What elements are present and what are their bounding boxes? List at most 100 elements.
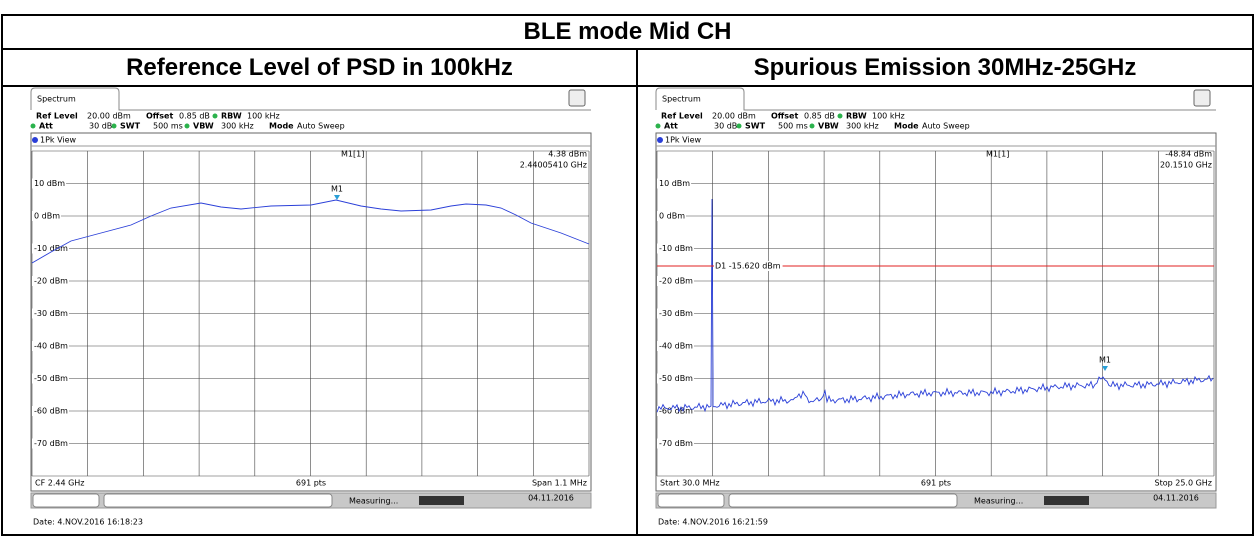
label-bg: [657, 373, 694, 384]
status-box: [657, 493, 725, 508]
setting: VBW: [193, 122, 214, 131]
y-axis-label: -10 dBm: [34, 244, 68, 253]
heading: Reference Level of PSD in 100kHz: [1, 48, 638, 87]
marker-name: M1[1]: [986, 150, 1009, 159]
marker-tag: M1: [331, 185, 343, 194]
y-axis-label: -20 dBm: [34, 277, 68, 286]
progress: [419, 496, 464, 505]
plot-frame: [655, 132, 1217, 492]
label-bg: [32, 308, 69, 319]
marker-freq: 2.44005410 GHz: [520, 161, 587, 170]
y-axis-label: -10 dBm: [659, 244, 693, 253]
setting: 30 dB: [89, 122, 112, 131]
setting: 500 ms: [153, 122, 183, 131]
indicator: [655, 123, 661, 129]
y-axis-label: -70 dBm: [34, 439, 68, 448]
display-line-label: D1 -15.620 dBm: [715, 262, 781, 271]
footer-left: Start 30.0 MHz: [660, 479, 720, 488]
label-bg: [657, 308, 694, 319]
setting: Auto Sweep: [922, 122, 970, 131]
y-axis-label: -50 dBm: [34, 374, 68, 383]
setting: Mode: [894, 122, 919, 131]
label-bg: [657, 211, 686, 221]
tab-label: Spectrum: [662, 95, 701, 104]
setting: SWT: [120, 122, 141, 131]
spectrum-screen: Spectrum Ref Level 20.00 dBm Offset 0.85 dB R…: [655, 87, 1217, 527]
screen: Spectrum Ref Level 20.00 dBm Offset 0.85 dB R…: [30, 87, 592, 527]
view-label: 1Pk View: [665, 136, 702, 145]
screen: Spectrum Ref Level 20.00 dBm Offset 0.85 dB R…: [655, 87, 1217, 527]
label-bg: [657, 178, 692, 189]
status-box: [32, 493, 100, 508]
view-dot: [657, 137, 663, 143]
setting: Ref Level: [661, 112, 703, 121]
progress: [1044, 496, 1089, 505]
setting: Att: [39, 122, 53, 131]
y-axis-label: -20 dBm: [659, 277, 693, 286]
indicator: [111, 123, 117, 129]
capture-date: Date: 4.NOV.2016 16:18:23: [33, 518, 143, 527]
label-bg: [657, 243, 694, 254]
status-box: [103, 493, 333, 508]
y-axis-label: -40 dBm: [659, 342, 693, 351]
setting: 100 kHz: [872, 112, 905, 121]
y-axis-label: -60 dBm: [659, 407, 693, 416]
label-bg: [32, 341, 69, 351]
footer-left: CF 2.44 GHz: [35, 479, 85, 488]
setting: 0.85 dB: [804, 112, 835, 121]
marker: [334, 195, 340, 200]
icon: [568, 89, 586, 107]
y-axis-label: 10 dBm: [659, 179, 690, 188]
setting: 100 kHz: [247, 112, 280, 121]
indicator: [736, 123, 742, 129]
label-bg: [32, 211, 61, 221]
indicator: [809, 123, 815, 129]
y-axis-label: 0 dBm: [659, 212, 685, 221]
status-date: 04.11.2016: [528, 494, 574, 503]
y-axis-label: -50 dBm: [659, 374, 693, 383]
label-bg: [657, 438, 694, 449]
plot-frame: [30, 132, 592, 492]
setting: 300 kHz: [846, 122, 879, 131]
label-bg: [32, 243, 69, 254]
view-label: 1Pk View: [40, 136, 77, 145]
setting: RBW: [846, 112, 867, 121]
label-bg: [32, 373, 69, 384]
setting: Auto Sweep: [297, 122, 345, 131]
indicator: [30, 123, 36, 129]
setting: Att: [664, 122, 678, 131]
footer-right: Span 1.1 MHz: [532, 479, 587, 488]
marker: [1102, 366, 1108, 371]
marker-tag: M1: [1099, 356, 1111, 365]
y-axis-label: -30 dBm: [34, 309, 68, 318]
title: BLE mode Mid CH: [1, 14, 1254, 50]
footer-center: 691 pts: [921, 479, 951, 488]
setting: 20.00 dBm: [87, 112, 131, 121]
capture-date: Date: 4.NOV.2016 16:21:59: [658, 518, 768, 527]
marker-freq: 20.1510 GHz: [1160, 161, 1212, 170]
heading: Spurious Emission 30MHz-25GHz: [636, 48, 1254, 87]
footer-right: Stop 25.0 GHz: [1155, 479, 1213, 488]
status-box: [728, 493, 958, 508]
view-dot: [32, 137, 38, 143]
icon: [1193, 89, 1211, 107]
indicator: [837, 113, 843, 119]
label-bg: [32, 406, 69, 416]
y-axis-label: -60 dBm: [34, 407, 68, 416]
trace: [31, 199, 590, 264]
label-bg: [714, 261, 783, 271]
trace: [656, 198, 1214, 413]
setting: Offset: [146, 112, 173, 121]
image-cell: [636, 85, 1254, 536]
marker-level: 4.38 dBm: [548, 150, 587, 159]
y-axis-label: -40 dBm: [34, 342, 68, 351]
y-axis-label: 10 dBm: [34, 179, 65, 188]
setting: 300 kHz: [221, 122, 254, 131]
footer-center: 691 pts: [296, 479, 326, 488]
indicator: [212, 113, 218, 119]
tab: [30, 87, 591, 111]
setting: 30 dB: [714, 122, 737, 131]
label-bg: [657, 341, 694, 351]
y-axis-label: 0 dBm: [34, 212, 60, 221]
